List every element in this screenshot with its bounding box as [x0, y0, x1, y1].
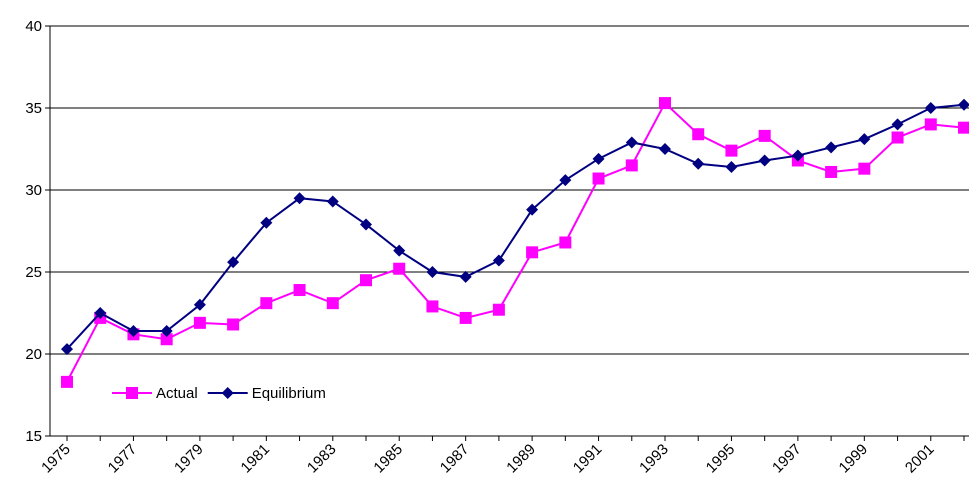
point [958, 121, 969, 134]
point [659, 143, 671, 155]
point [592, 172, 605, 185]
point [61, 375, 73, 388]
series-line [66, 103, 965, 350]
point [221, 387, 234, 399]
point [758, 154, 771, 167]
point [692, 128, 705, 141]
x-tick-label: 1989 [503, 441, 539, 477]
point [227, 318, 240, 331]
point [459, 270, 472, 283]
point [293, 284, 306, 297]
point [126, 387, 138, 399]
point [625, 159, 638, 172]
y-tick-label: 30 [25, 182, 42, 199]
x-tick-label: 1979 [171, 441, 207, 477]
point [426, 300, 439, 313]
x-tick-label: 1983 [304, 441, 340, 477]
point [193, 298, 206, 311]
point [559, 236, 572, 249]
y-tick-label: 40 [25, 18, 42, 35]
point [559, 174, 572, 187]
x-tick-label: 1981 [238, 441, 274, 477]
point [725, 144, 738, 157]
point [791, 149, 804, 162]
point [61, 343, 73, 356]
point [326, 195, 339, 208]
x-tick-label: 1975 [38, 441, 74, 477]
point [94, 307, 107, 319]
point [326, 297, 339, 310]
y-tick-label: 15 [25, 428, 42, 445]
point [459, 311, 472, 324]
point [825, 165, 838, 178]
point [393, 244, 406, 257]
point [758, 129, 771, 142]
x-tick-label: 1985 [370, 441, 406, 477]
point [127, 325, 140, 338]
y-tick-label: 35 [25, 100, 42, 117]
y-tick-label: 25 [25, 264, 42, 281]
point [858, 133, 871, 146]
point [958, 98, 969, 111]
x-tick-label: 1997 [769, 441, 805, 477]
point [891, 118, 904, 131]
point [924, 118, 937, 131]
point [426, 266, 439, 278]
point [924, 102, 937, 114]
x-tick-label: 1995 [703, 441, 739, 477]
point [692, 157, 705, 170]
x-tick-label: 1991 [570, 441, 606, 477]
point [393, 262, 406, 275]
point [526, 246, 539, 259]
point [725, 161, 738, 174]
x-tick-label: 2001 [902, 441, 938, 477]
x-tick-label: 1987 [437, 441, 473, 477]
y-tick-label: 20 [25, 346, 42, 363]
point [227, 256, 240, 269]
point [260, 297, 273, 310]
point [825, 141, 838, 154]
point [659, 97, 671, 110]
point [592, 152, 605, 165]
point [891, 131, 904, 144]
point [160, 333, 173, 346]
point [360, 218, 372, 231]
point [293, 192, 306, 205]
legend-label: Equilibrium [252, 385, 326, 402]
point [858, 162, 871, 175]
x-tick-label: 1993 [636, 441, 672, 477]
point [260, 216, 273, 229]
point [160, 325, 173, 338]
point [193, 316, 206, 329]
point [360, 274, 372, 287]
legend-label: Actual [156, 385, 198, 402]
point [492, 303, 505, 316]
point [492, 254, 505, 267]
point [625, 136, 638, 149]
point [526, 203, 539, 216]
x-tick-label: 1999 [836, 441, 872, 477]
x-tick-label: 1977 [105, 441, 141, 477]
series-line [66, 101, 965, 383]
